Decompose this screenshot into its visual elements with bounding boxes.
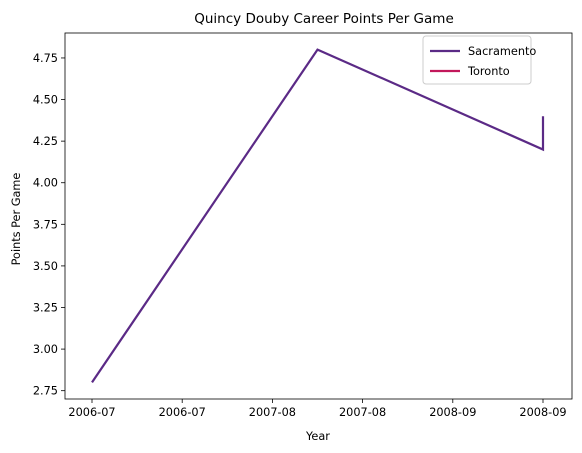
legend-label-toronto: Toronto <box>467 65 510 78</box>
x-axis-label: Year <box>305 430 330 443</box>
x-tick-label: 2008-09 <box>429 406 476 419</box>
legend: Sacramento Toronto <box>422 35 536 85</box>
y-tick-label: 3.75 <box>33 218 58 231</box>
y-tick-label: 3.25 <box>33 302 58 315</box>
y-axis: 2.75 3.00 3.25 3.50 3.75 4.00 4.25 4.50 4.75 <box>33 52 65 398</box>
y-tick-label: 2.75 <box>33 385 58 398</box>
plot-area <box>64 32 573 400</box>
y-tick-label: 3.50 <box>33 260 58 273</box>
chart-title: Quincy Douby Career Points Per Game <box>194 11 454 27</box>
x-axis: 2006-07 2006-07 2007-08 2007-08 2008-09 2008-… <box>68 399 567 419</box>
y-tick-label: 4.25 <box>33 135 58 148</box>
x-tick-label: 2006-07 <box>68 406 115 419</box>
x-tick-label: 2006-07 <box>159 406 206 419</box>
legend-label-sacramento: Sacramento <box>468 45 536 58</box>
y-tick-label: 4.75 <box>33 52 58 65</box>
x-tick-label: 2007-08 <box>339 406 386 419</box>
y-tick-label: 4.50 <box>33 94 58 107</box>
y-axis-label: Points Per Game <box>10 173 23 266</box>
y-tick-label: 4.00 <box>33 177 58 190</box>
series-line-sacramento <box>91 48 545 384</box>
series-lines <box>91 48 545 384</box>
x-tick-label: 2008-09 <box>519 406 566 419</box>
x-tick-label: 2007-08 <box>249 406 296 419</box>
y-tick-label: 3.00 <box>33 343 58 356</box>
